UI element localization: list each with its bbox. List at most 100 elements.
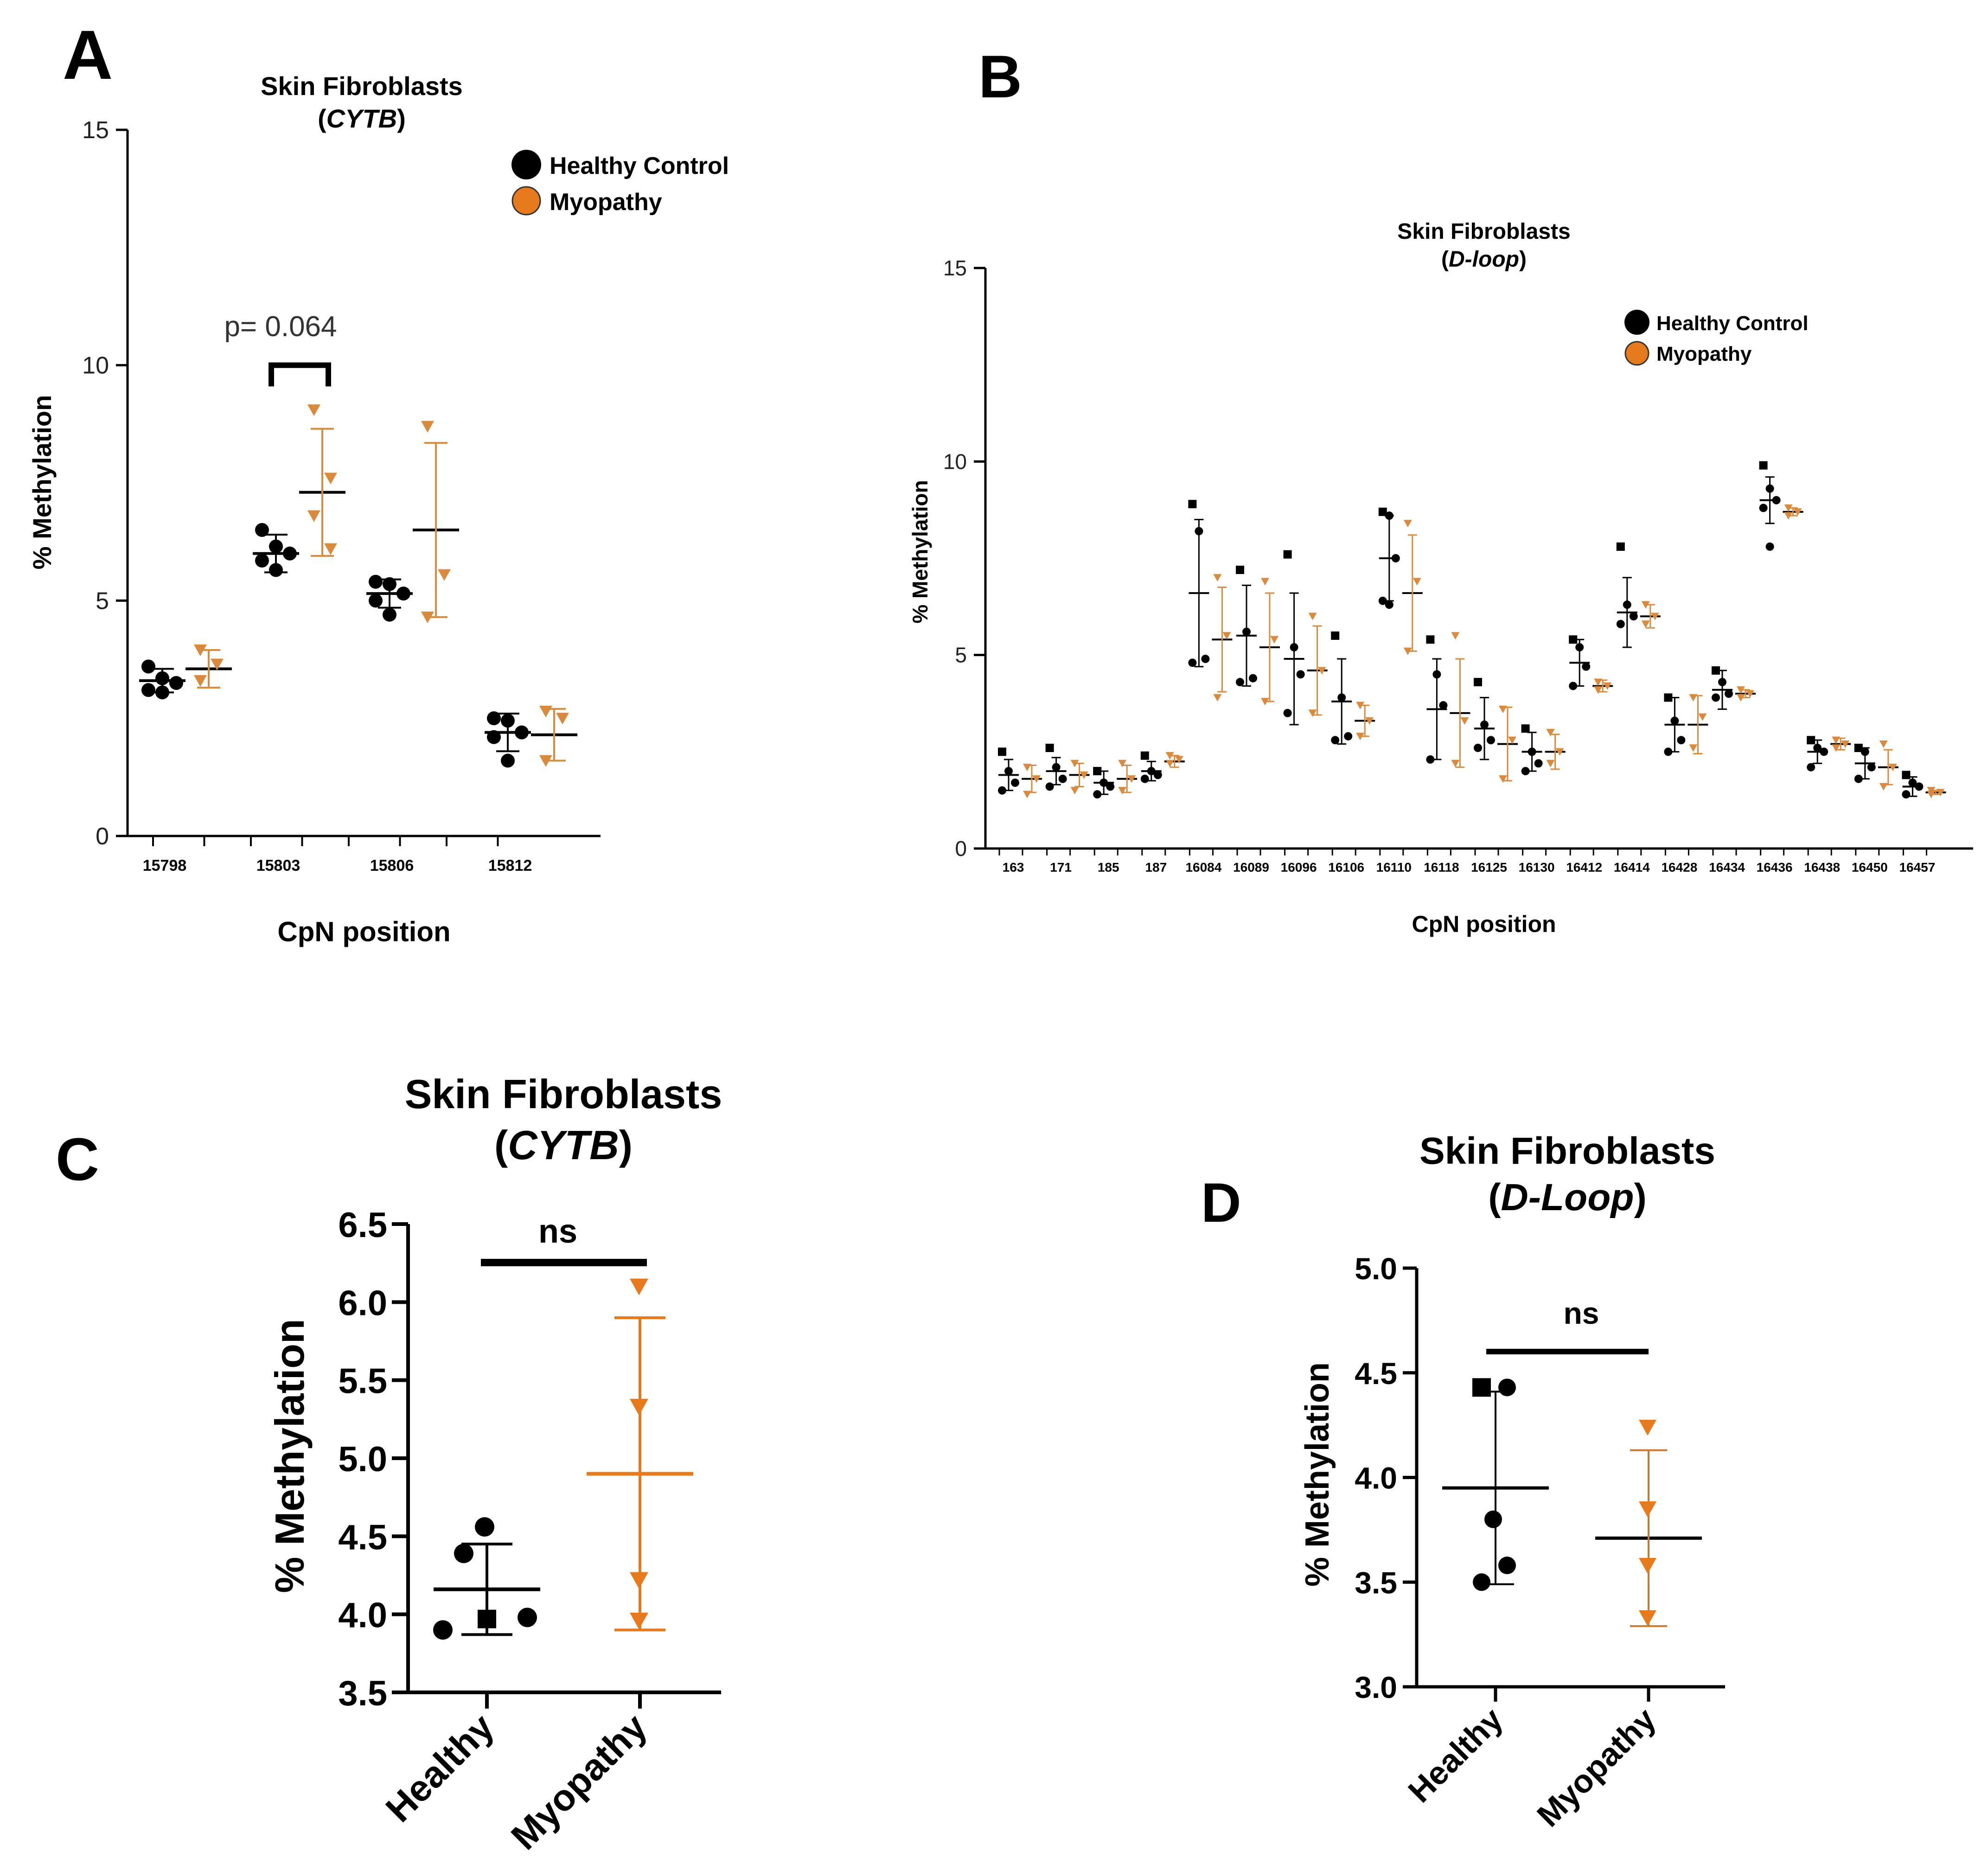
data-point-healthy (1474, 678, 1482, 687)
data-point-healthy (1011, 778, 1019, 787)
panel-a-chart: 0 5 10 15 15798 15803 15806 15812 p= 0.064 Skin F… (27, 71, 729, 947)
data-point-myopathy (1365, 717, 1374, 725)
data-point-healthy (1093, 767, 1102, 776)
x-tick-label: 16084 (1185, 860, 1221, 874)
data-point-healthy (1915, 782, 1924, 791)
p-value-annotation: p= 0.064 (224, 311, 337, 343)
data-point-healthy (1472, 1378, 1491, 1397)
data-point-myopathy (1639, 1557, 1656, 1574)
data-point-healthy (478, 1609, 496, 1628)
data-point-myopathy (630, 1572, 648, 1589)
data-point-myopathy (1499, 775, 1507, 783)
data-point-healthy (1759, 461, 1768, 470)
y-axis-title: % Methylation (908, 480, 932, 623)
data-point-healthy (1616, 619, 1625, 628)
legend-marker-healthy (1624, 310, 1649, 335)
legend-marker-myopathy (1624, 341, 1649, 366)
x-axis-title: CpN position (277, 916, 450, 947)
y-tick-label: 5.0 (338, 1440, 387, 1479)
data-point-healthy (1344, 732, 1353, 740)
data-point-myopathy (1261, 698, 1269, 706)
data-point-myopathy (630, 1613, 648, 1630)
data-point-healthy (1099, 778, 1108, 787)
x-tick-label: 16125 (1471, 860, 1507, 874)
data-point-healthy (1058, 774, 1067, 783)
x-tick-label: 163 (1003, 860, 1024, 874)
data-point-myopathy (1308, 709, 1317, 717)
data-point-myopathy (1639, 1501, 1656, 1518)
data-point-healthy (255, 523, 269, 537)
data-point-healthy (1201, 655, 1210, 664)
x-tick-label: Myopathy (1530, 1701, 1662, 1833)
panel-d-chart: 3.0 3.5 4.0 4.5 5.0 Healthy Myopathy ns Skin Fib… (1299, 1130, 1725, 1834)
x-tick-label: Healthy (1401, 1701, 1510, 1809)
panel-b-chart: 0 5 10 15 163 171 185 187 16084 16089 16096 16106 16… (908, 219, 1973, 937)
x-axis-title: CpN position (1412, 911, 1556, 937)
data-point-healthy (1712, 693, 1720, 702)
data-point-myopathy (438, 569, 451, 581)
data-point-healthy (1854, 743, 1863, 752)
data-point-healthy (255, 554, 269, 568)
data-point-healthy (1140, 774, 1149, 783)
data-point-healthy (1623, 600, 1631, 609)
data-point-healthy (1426, 635, 1435, 644)
y-tick-label: 3.5 (338, 1674, 387, 1713)
x-tick-label: 16110 (1376, 860, 1412, 874)
y-tick-label: 5 (96, 587, 109, 614)
data-point-myopathy (1403, 647, 1412, 655)
data-point-healthy (369, 574, 383, 589)
panel-label-c: C (56, 1125, 99, 1193)
data-point-myopathy (1317, 667, 1326, 675)
data-point-healthy (1854, 774, 1863, 783)
data-point-myopathy (1356, 702, 1365, 709)
data-point-myopathy (1698, 713, 1707, 721)
data-point-myopathy (1737, 694, 1745, 702)
x-tick-label: 16118 (1424, 860, 1459, 874)
data-point-healthy (433, 1620, 453, 1640)
data-point-healthy (1290, 643, 1298, 651)
data-point-healthy (1534, 759, 1543, 768)
data-point-myopathy (1356, 733, 1365, 740)
data-point-myopathy (1641, 620, 1650, 628)
data-point-myopathy (1737, 686, 1745, 694)
x-tick-label: 171 (1050, 860, 1072, 874)
data-point-healthy (1670, 716, 1679, 725)
x-tick-label: 16130 (1519, 860, 1555, 874)
data-point-healthy (1147, 767, 1156, 776)
data-point-myopathy (1175, 756, 1183, 764)
data-point-healthy (1480, 720, 1489, 729)
legend-label-myopathy: Myopathy (550, 189, 662, 216)
data-point-myopathy (1508, 736, 1516, 744)
data-point-healthy (1725, 689, 1733, 698)
y-axis-title: % Methylation (267, 1319, 313, 1593)
data-point-myopathy (324, 472, 337, 485)
data-point-healthy (269, 563, 283, 577)
legend-label-healthy: Healthy Control (1656, 312, 1809, 335)
data-point-healthy (1569, 682, 1578, 690)
y-tick-label: 4.5 (1355, 1356, 1397, 1391)
data-point-myopathy (539, 706, 552, 718)
y-tick-label: 15 (82, 117, 109, 144)
data-point-healthy (1582, 662, 1591, 671)
panel-b-title: Skin Fibroblasts (1397, 219, 1570, 244)
data-point-myopathy (1927, 791, 1936, 798)
x-tick-label: 16089 (1233, 860, 1269, 874)
data-point-healthy (475, 1517, 494, 1537)
data-point-healthy (1521, 767, 1530, 776)
data-point-myopathy (1746, 690, 1754, 698)
data-point-myopathy (1841, 740, 1850, 748)
data-point-healthy (1569, 635, 1578, 644)
y-tick-label: 5.5 (338, 1362, 387, 1401)
data-point-healthy (1106, 782, 1115, 791)
data-point-myopathy (1460, 717, 1469, 725)
y-axis-title: % Methylation (1299, 1362, 1336, 1587)
data-point-healthy (1765, 484, 1774, 493)
data-point-healthy (1867, 763, 1876, 772)
data-point-myopathy (1784, 504, 1793, 512)
data-point-myopathy (1639, 1419, 1656, 1436)
data-point-healthy (1718, 678, 1726, 687)
data-point-healthy (283, 546, 297, 561)
data-point-myopathy (1689, 694, 1698, 702)
data-point-healthy (155, 685, 169, 700)
